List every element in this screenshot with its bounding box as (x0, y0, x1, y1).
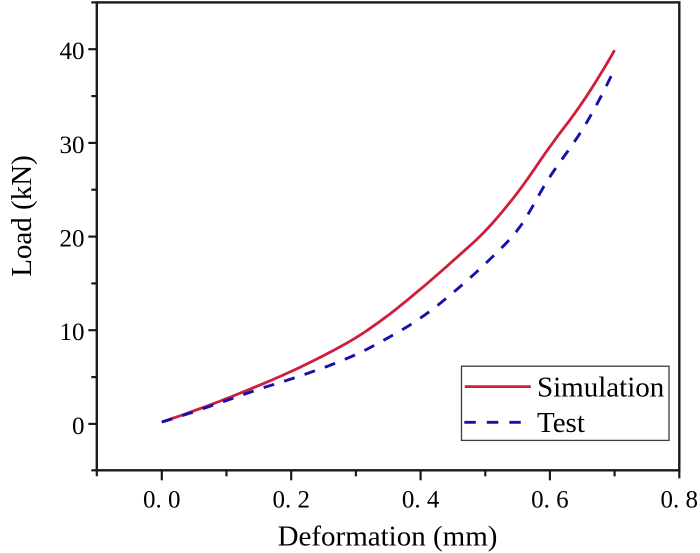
svg-text:30: 30 (60, 132, 85, 159)
svg-text:0. 8: 0. 8 (661, 487, 699, 514)
svg-text:0. 0: 0. 0 (143, 487, 181, 514)
svg-text:0. 4: 0. 4 (402, 487, 440, 514)
svg-text:20: 20 (60, 226, 85, 253)
svg-text:Test: Test (537, 407, 585, 439)
svg-text:10: 10 (60, 319, 85, 346)
svg-text:0. 2: 0. 2 (272, 487, 310, 514)
svg-text:0: 0 (72, 413, 85, 440)
svg-text:Simulation: Simulation (537, 372, 665, 404)
svg-text:40: 40 (60, 38, 85, 65)
svg-text:Deformation (mm): Deformation (mm) (278, 521, 498, 553)
svg-text:Load (kN): Load (kN) (6, 155, 38, 277)
svg-text:0. 6: 0. 6 (531, 487, 569, 514)
